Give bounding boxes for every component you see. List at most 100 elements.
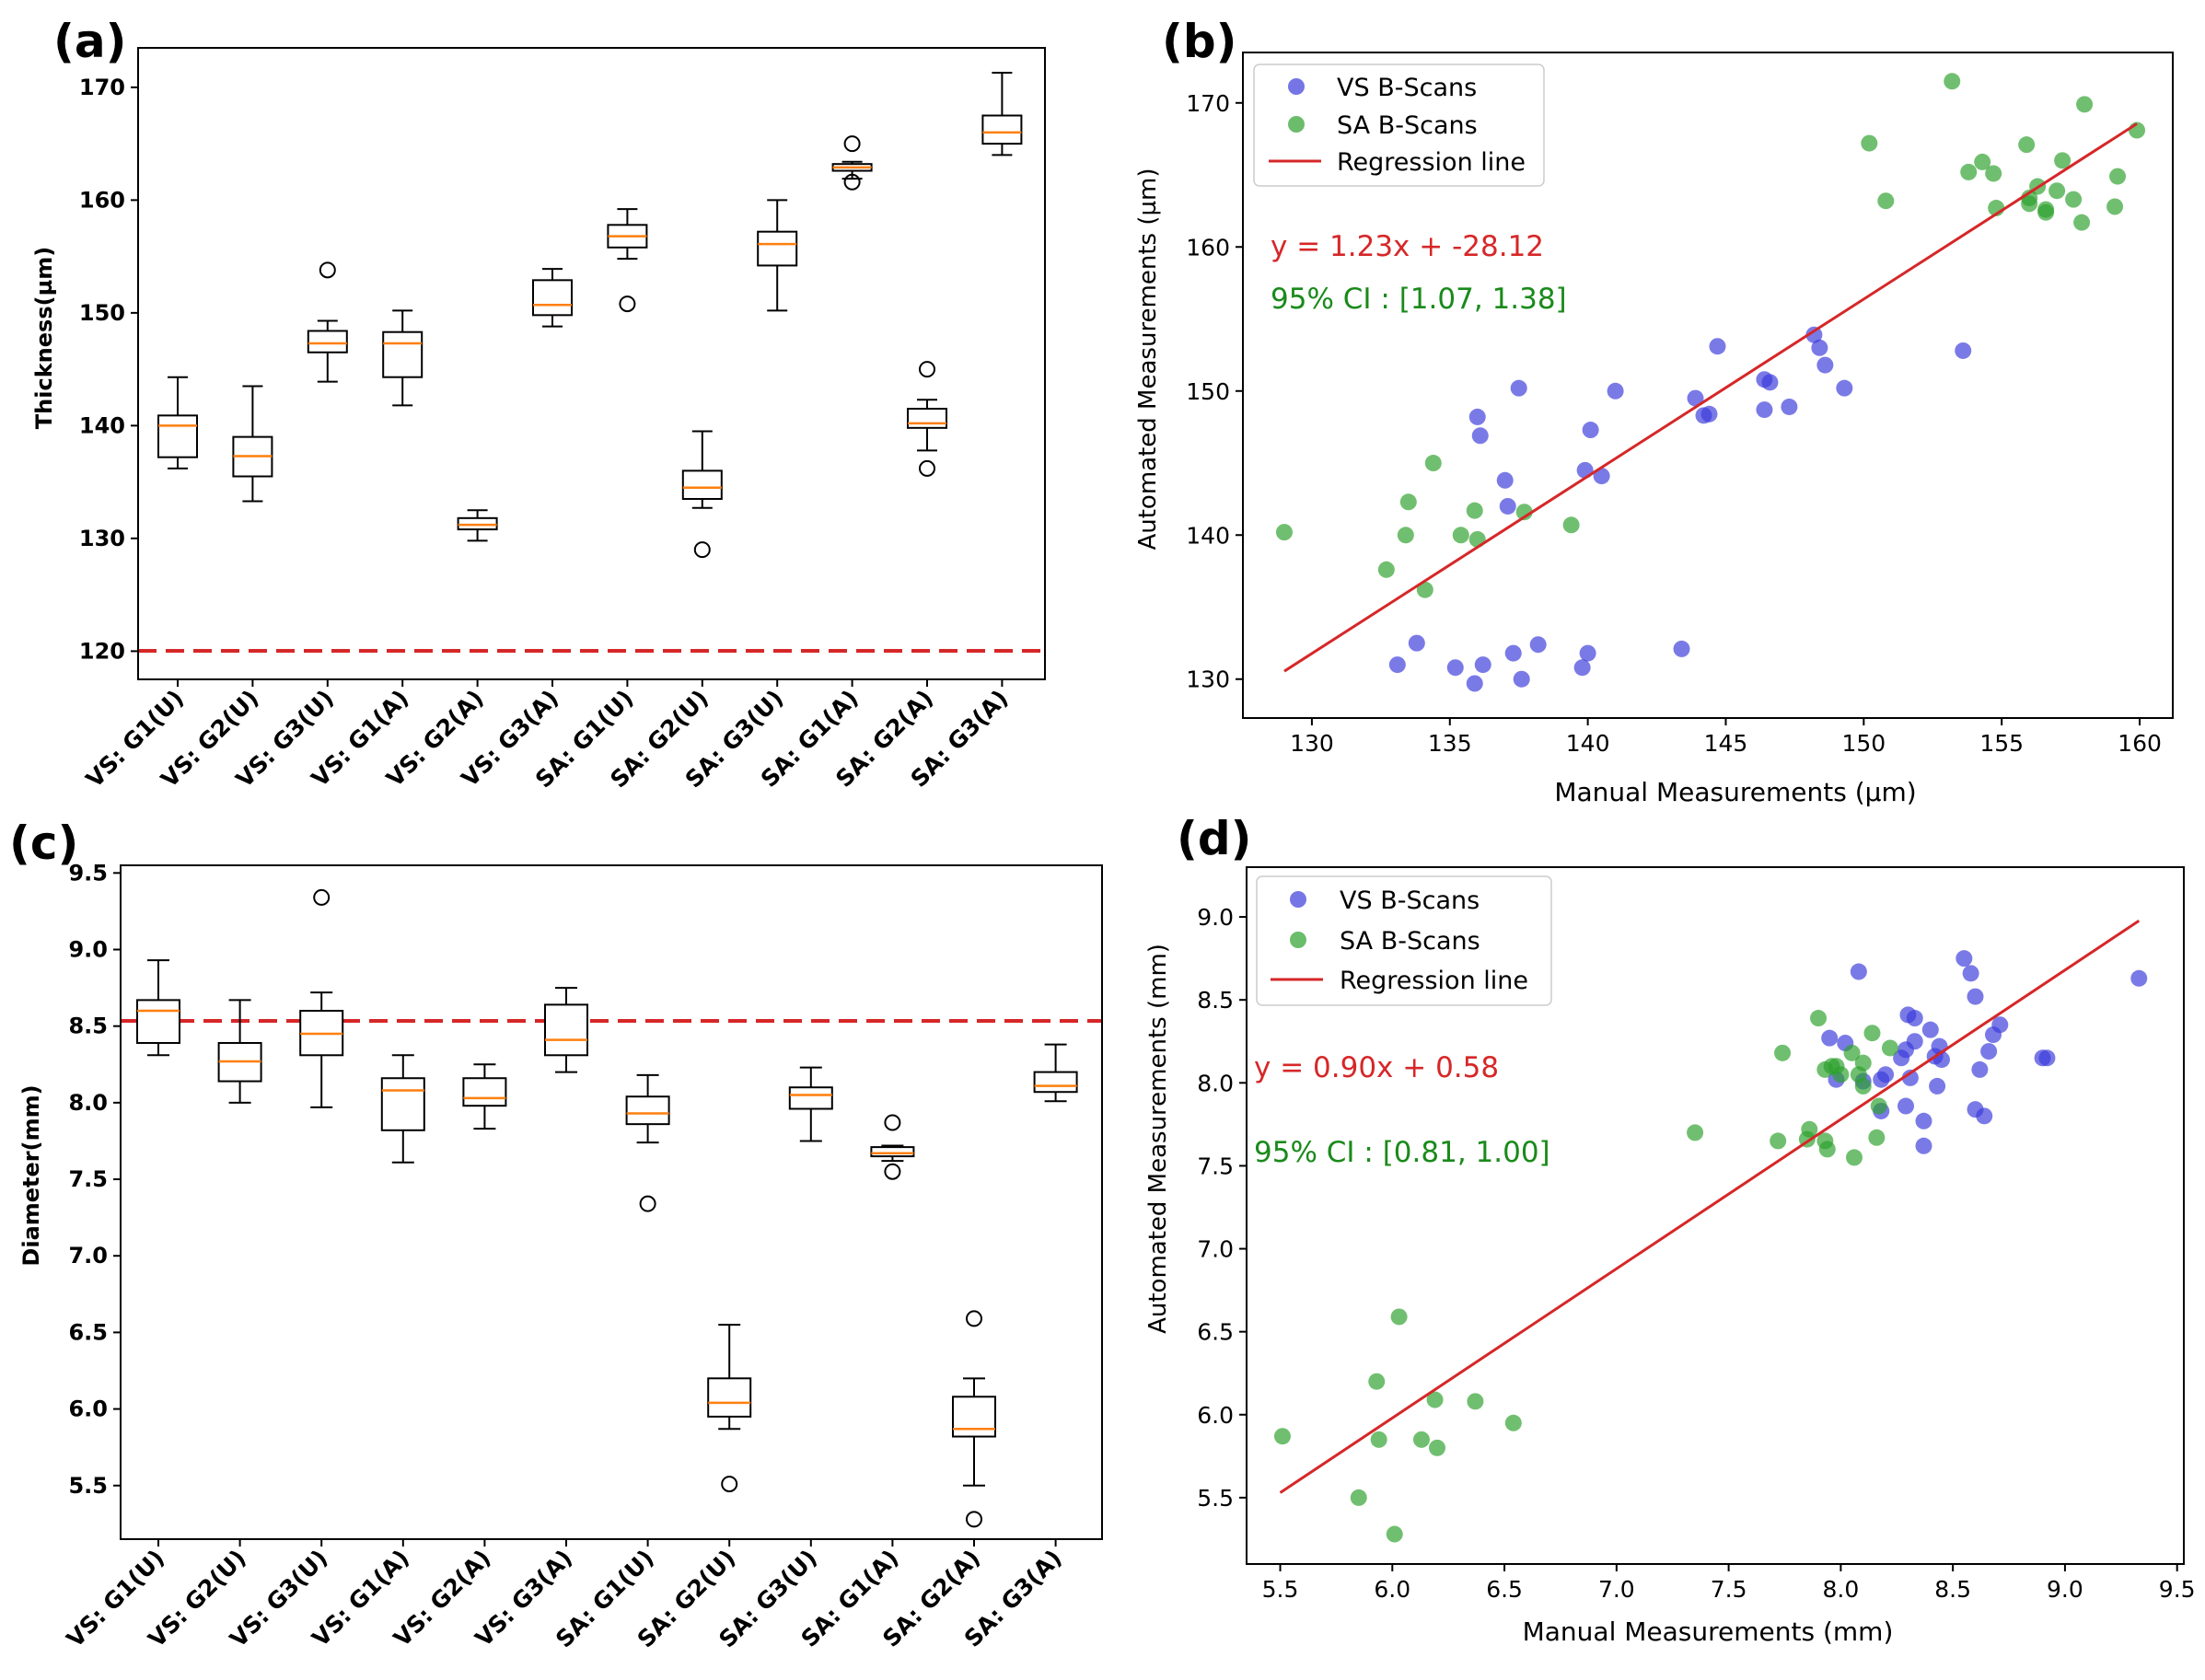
- panel-d-point-vs: [1929, 1077, 1946, 1095]
- panel-d-ylabel: Automated Measurements (mm): [1144, 944, 1172, 1334]
- panel-c-ytick-label: 8.0: [68, 1090, 108, 1116]
- panel-c-label: (c): [9, 817, 78, 870]
- box-iqr: [681, 469, 723, 500]
- panel-b-point-sa: [2076, 96, 2094, 113]
- panel-d-point-vs: [1906, 1010, 1923, 1027]
- panel-d-point-sa: [1832, 1066, 1850, 1083]
- box-iqr: [380, 1077, 425, 1131]
- panel-a-ytick-label: 140: [79, 412, 125, 438]
- panel-b-point-vs: [1955, 342, 1972, 359]
- box-outlier: [843, 135, 861, 153]
- panel-d-frame: [1246, 866, 2185, 1565]
- panel-b-point-vs: [1709, 338, 1726, 355]
- panel-b-legend-sa-marker: [1288, 116, 1305, 133]
- panel-a-label: (a): [53, 15, 126, 68]
- box-iqr: [136, 999, 180, 1044]
- panel-c-ytick-label: 5.5: [68, 1473, 108, 1499]
- box-outlier: [319, 261, 336, 279]
- panel-d-point-vs: [1955, 950, 1973, 967]
- panel-b-point-sa: [2037, 201, 2055, 218]
- panel-b-point-vs: [1388, 656, 1406, 674]
- panel-d-ci: 95% CI : [0.81, 1.00]: [1254, 1136, 1550, 1169]
- panel-b-point-sa: [2048, 182, 2066, 200]
- panel-b-point-vs: [1582, 422, 1599, 439]
- panel-b-point-vs: [1466, 675, 1483, 692]
- panel-b-xtick-label: 150: [1841, 730, 1886, 757]
- panel-d-point-sa: [1350, 1489, 1367, 1506]
- panel-b-equation: y = 1.23x + -28.12: [1271, 230, 1544, 263]
- box-outlier: [966, 1511, 982, 1528]
- box-outlier: [966, 1310, 982, 1327]
- panel-d-ytick-label: 6.0: [1197, 1402, 1234, 1429]
- panel-d-point-sa: [1843, 1044, 1861, 1061]
- panel-d-point-sa: [1810, 1010, 1828, 1027]
- panel-d-point-sa: [1870, 1097, 1887, 1115]
- panel-b-point-sa: [1562, 516, 1580, 534]
- panel-b-point-sa: [1944, 73, 1961, 90]
- panel-b-point-sa: [1985, 165, 2002, 182]
- box-iqr: [625, 1095, 670, 1126]
- box-outlier: [843, 173, 861, 191]
- box-iqr: [907, 408, 947, 429]
- panel-b-point-sa: [1468, 530, 1486, 548]
- panel-b-point-vs: [1756, 401, 1773, 419]
- panel-d-xtick-label: 7.5: [1711, 1576, 1747, 1603]
- box-iqr: [788, 1086, 833, 1110]
- panel-d-ytick-label: 6.5: [1197, 1319, 1234, 1346]
- panel-a-ytick-label: 130: [79, 526, 125, 551]
- panel-d-legend-vs-marker: [1290, 891, 1306, 908]
- panel-b-point-vs: [1446, 659, 1464, 677]
- panel-d-ytick-label: 8.5: [1197, 987, 1234, 1014]
- panel-d-xtick-label: 6.0: [1374, 1576, 1410, 1603]
- panel-d-xtick-label: 5.5: [1262, 1576, 1299, 1603]
- panel-d-point-vs: [2130, 969, 2148, 987]
- panel-b-point-sa: [1452, 527, 1469, 544]
- panel-d-point-vs: [1897, 1097, 1915, 1115]
- panel-b-legend-sa-label: SA B-Scans: [1337, 111, 1478, 140]
- panel-d-point-vs: [2038, 1049, 2056, 1067]
- box-iqr: [462, 1077, 507, 1107]
- panel-b-point-sa: [1974, 153, 1991, 170]
- panel-c-diameter-boxplot: (c) Diameter(mm) 5.5 6.0 6.5 7.0 7.5 8.0 8.5 9.…: [9, 817, 1103, 1653]
- panel-b-ytick-label: 160: [1186, 234, 1230, 261]
- panel-d-equation: y = 0.90x + 0.58: [1254, 1051, 1499, 1084]
- panel-b-point-sa: [1416, 581, 1433, 598]
- panel-a-ytick-label: 150: [79, 300, 125, 326]
- panel-d-point-sa: [1881, 1039, 1898, 1057]
- panel-c-ytick-label: 7.0: [68, 1243, 108, 1269]
- box-iqr: [382, 330, 424, 378]
- panel-b-point-sa: [1861, 134, 1878, 152]
- panel-d-point-vs: [1850, 963, 1867, 980]
- panel-d-point-sa: [1818, 1141, 1836, 1158]
- panel-b-ytick-label: 130: [1186, 666, 1230, 693]
- panel-c-ytick-label: 9.0: [68, 937, 108, 963]
- box-outlier: [639, 1195, 656, 1212]
- panel-d-point-sa: [1687, 1124, 1704, 1141]
- panel-b-xtick-label: 145: [1704, 730, 1748, 757]
- panel-d-point-sa: [1426, 1391, 1444, 1408]
- panel-b-ytick-label: 140: [1186, 522, 1230, 549]
- panel-b-ytick-label: 150: [1186, 378, 1230, 405]
- panel-b-point-vs: [1687, 389, 1704, 407]
- panel-d-point-sa: [1467, 1393, 1484, 1410]
- panel-d-xtick-label: 8.5: [1934, 1576, 1971, 1603]
- panel-d-ytick-label: 9.0: [1197, 904, 1234, 931]
- panel-b-point-vs: [1761, 374, 1779, 391]
- panel-d-point-sa: [1386, 1525, 1403, 1543]
- panel-b-point-vs: [1579, 644, 1596, 662]
- panel-d-point-sa: [1801, 1120, 1818, 1138]
- panel-b-point-vs: [1593, 468, 1610, 485]
- panel-d-xtick-label: 8.0: [1823, 1576, 1860, 1603]
- panel-b-point-vs: [1496, 471, 1514, 489]
- box-outlier: [919, 361, 935, 378]
- panel-b-frame: [1242, 52, 2174, 719]
- panel-b-point-vs: [1474, 656, 1491, 674]
- panel-d-point-vs: [1962, 965, 1979, 982]
- panel-c-frame: [120, 864, 1103, 1540]
- panel-d-point-vs: [1906, 1033, 1923, 1050]
- panel-b-point-sa: [2106, 198, 2124, 215]
- panel-b-thickness-scatter: (b) Manual Measurements (µm) Automated M…: [1134, 15, 2174, 807]
- panel-a-frame: [137, 47, 1046, 680]
- panel-d-legend: VS B-Scans SA B-Scans Regression line: [1256, 875, 1552, 1006]
